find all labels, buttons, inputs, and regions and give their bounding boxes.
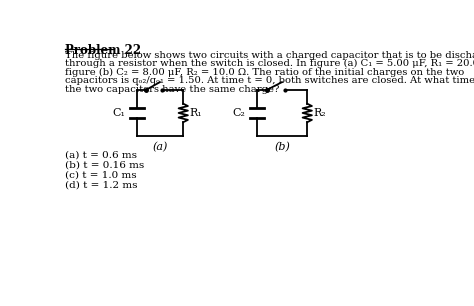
Text: R₁: R₁ (190, 108, 202, 118)
Text: (b): (b) (274, 142, 290, 152)
Text: the two capacitors have the same charge?: the two capacitors have the same charge? (65, 85, 280, 94)
Text: (c) t = 1.0 ms: (c) t = 1.0 ms (65, 171, 137, 180)
Text: The figure below shows two circuits with a charged capacitor that is to be disch: The figure below shows two circuits with… (65, 50, 474, 60)
Text: (a): (a) (152, 142, 168, 152)
Text: (d) t = 1.2 ms: (d) t = 1.2 ms (65, 181, 138, 190)
Text: (b) t = 0.16 ms: (b) t = 0.16 ms (65, 161, 145, 170)
Text: Problem 22: Problem 22 (65, 44, 142, 57)
Text: R₂: R₂ (313, 108, 326, 118)
Text: figure (b) C₂ = 8.00 μF, R₂ = 10.0 Ω. The ratio of the initial charges on the tw: figure (b) C₂ = 8.00 μF, R₂ = 10.0 Ω. Th… (65, 68, 465, 77)
Text: C₁: C₁ (112, 108, 125, 118)
Text: through a resistor when the switch is closed. In figure (a) C₁ = 5.00 μF, R₁ = 2: through a resistor when the switch is cl… (65, 59, 474, 68)
Text: capacitors is qₒ₂/qₒ₁ = 1.50. At time t = 0, both switches are closed. At what t: capacitors is qₒ₂/qₒ₁ = 1.50. At time t … (65, 76, 474, 85)
Text: (a) t = 0.6 ms: (a) t = 0.6 ms (65, 151, 137, 160)
Text: C₂: C₂ (232, 108, 245, 118)
